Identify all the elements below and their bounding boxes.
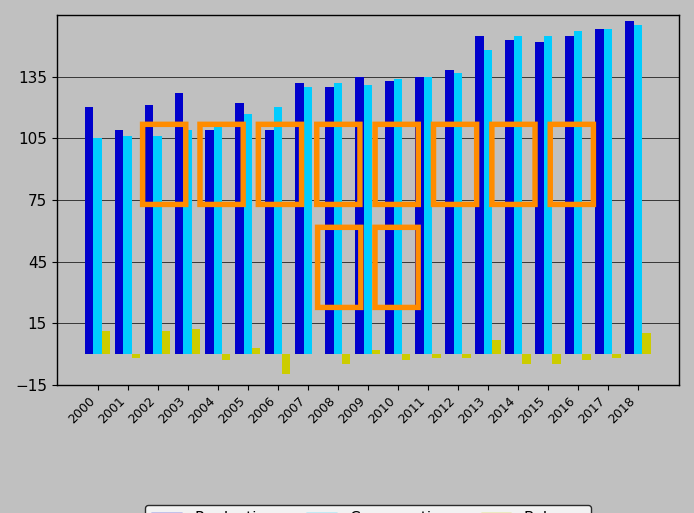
Bar bbox=[582, 354, 591, 360]
Text: 西，: 西， bbox=[310, 220, 426, 313]
Bar bbox=[94, 138, 102, 354]
Bar bbox=[446, 70, 454, 354]
Bar bbox=[295, 83, 303, 354]
Bar bbox=[522, 354, 531, 364]
Bar bbox=[153, 136, 162, 354]
Bar bbox=[535, 42, 544, 354]
Bar bbox=[625, 21, 634, 354]
Bar bbox=[192, 329, 201, 354]
Bar bbox=[145, 105, 153, 354]
Bar bbox=[342, 354, 350, 364]
Bar bbox=[124, 136, 132, 354]
Bar bbox=[325, 87, 334, 354]
Bar bbox=[566, 35, 574, 354]
Bar bbox=[475, 35, 484, 354]
Bar bbox=[393, 78, 402, 354]
Bar bbox=[303, 87, 312, 354]
Bar bbox=[334, 83, 342, 354]
Bar bbox=[432, 354, 441, 358]
Bar bbox=[235, 103, 244, 354]
Legend: Production, Consumption, Balance: Production, Consumption, Balance bbox=[145, 505, 591, 513]
Bar bbox=[462, 354, 471, 358]
Bar bbox=[514, 35, 522, 354]
Bar bbox=[85, 107, 94, 354]
Bar bbox=[244, 113, 252, 354]
Bar bbox=[492, 340, 500, 354]
Text: 人工智能是什么东: 人工智能是什么东 bbox=[135, 116, 602, 209]
Bar bbox=[282, 354, 290, 374]
Bar bbox=[574, 31, 582, 354]
Bar bbox=[385, 81, 393, 354]
Bar bbox=[102, 331, 110, 354]
Bar bbox=[643, 333, 651, 354]
Bar bbox=[372, 350, 380, 354]
Bar bbox=[162, 331, 170, 354]
Bar bbox=[454, 72, 462, 354]
Bar bbox=[552, 354, 561, 364]
Bar bbox=[252, 348, 260, 354]
Bar bbox=[265, 130, 273, 354]
Bar bbox=[222, 354, 230, 360]
Bar bbox=[183, 130, 192, 354]
Bar bbox=[364, 85, 372, 354]
Bar bbox=[402, 354, 410, 360]
Bar bbox=[175, 93, 183, 354]
Bar bbox=[544, 35, 552, 354]
Bar bbox=[634, 25, 643, 354]
Bar bbox=[415, 76, 424, 354]
Bar bbox=[612, 354, 620, 358]
Bar bbox=[132, 354, 140, 358]
Bar bbox=[595, 29, 604, 354]
Bar bbox=[355, 76, 364, 354]
Bar bbox=[214, 124, 222, 354]
Bar bbox=[604, 29, 612, 354]
Bar bbox=[484, 50, 492, 354]
Bar bbox=[505, 40, 514, 354]
Bar bbox=[424, 76, 432, 354]
Bar bbox=[205, 130, 214, 354]
Bar bbox=[115, 130, 124, 354]
Bar bbox=[273, 107, 282, 354]
